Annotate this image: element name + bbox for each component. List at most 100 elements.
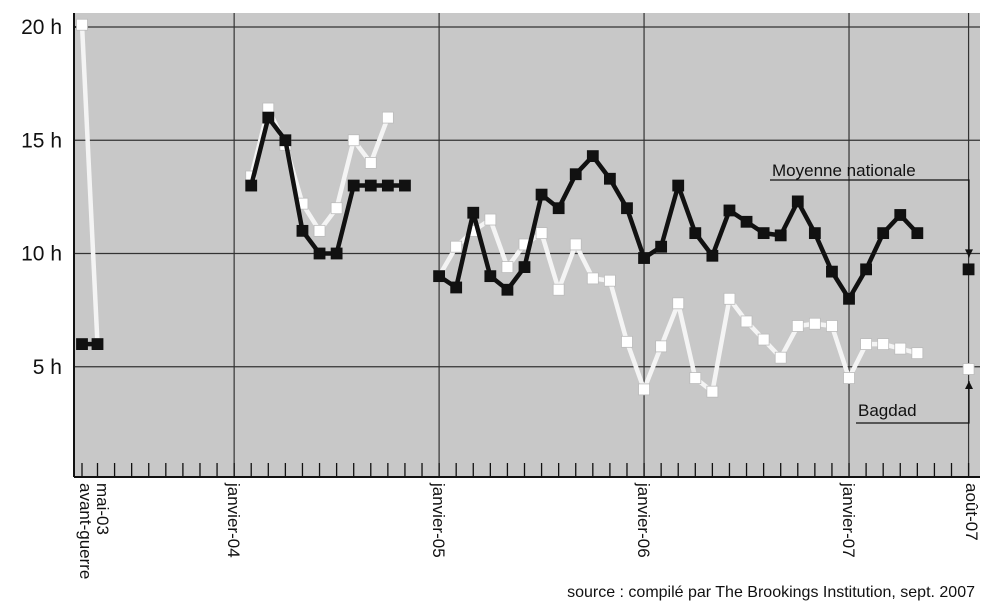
data-point	[313, 247, 326, 260]
source-note: source : compilé par The Brookings Insti…	[567, 584, 975, 601]
data-point	[774, 229, 787, 242]
data-point	[689, 227, 702, 240]
data-point	[655, 340, 668, 353]
data-point	[689, 372, 702, 384]
data-point	[330, 202, 343, 215]
data-point	[877, 227, 890, 240]
data-point	[245, 179, 258, 192]
data-point	[757, 333, 770, 346]
data-point	[433, 270, 446, 283]
data-point	[364, 179, 377, 192]
data-point	[757, 227, 770, 240]
data-point	[621, 335, 633, 348]
y-axis-tick-labels: 20 h 15 h 10 h 5 h	[21, 16, 62, 379]
x-tick-label: janvier-04	[224, 482, 243, 558]
data-point	[552, 283, 565, 296]
data-point	[76, 18, 88, 31]
callout-arrowhead	[965, 249, 973, 258]
data-point	[911, 347, 924, 360]
data-point	[552, 202, 565, 215]
series-line	[249, 115, 405, 256]
data-point	[860, 338, 872, 351]
data-point	[364, 156, 377, 169]
data-point	[723, 204, 736, 217]
data-point	[501, 261, 514, 273]
data-point	[76, 338, 88, 351]
data-point	[586, 150, 599, 163]
axes	[73, 13, 980, 478]
callout-line	[770, 179, 970, 258]
data-point	[569, 168, 582, 181]
data-point	[586, 272, 599, 285]
series-layer	[76, 18, 975, 398]
data-point	[535, 227, 548, 240]
data-point	[501, 283, 514, 296]
x-tick-label: août-07	[962, 483, 981, 541]
series-moyenne-nationale	[76, 111, 975, 351]
y-tick-label: 5 h	[33, 356, 62, 379]
data-point	[484, 270, 497, 283]
data-point-final	[962, 263, 975, 276]
x-tick-label: janvier-07	[839, 482, 858, 558]
data-point	[347, 134, 360, 147]
data-point	[672, 297, 685, 310]
data-point	[843, 292, 855, 305]
data-point	[877, 338, 890, 351]
data-point	[826, 265, 838, 278]
data-point	[740, 315, 753, 328]
data-point	[740, 215, 753, 228]
data-point	[655, 240, 668, 253]
data-point	[484, 213, 497, 226]
data-point	[450, 240, 463, 253]
annotation-moyenne-nationale: Moyenne nationale	[772, 161, 916, 180]
data-point	[467, 206, 480, 219]
callout-line	[856, 381, 970, 424]
data-point	[791, 195, 804, 208]
y-tick-label: 15 h	[21, 129, 62, 152]
data-point	[91, 338, 104, 351]
x-tick-label: mai-03	[93, 483, 112, 535]
data-point	[518, 261, 531, 273]
annotation-bagdad: Bagdad	[858, 401, 917, 420]
data-point	[791, 320, 804, 332]
data-point	[774, 351, 787, 364]
data-point	[330, 247, 343, 260]
data-point	[826, 320, 838, 332]
data-point	[723, 292, 736, 305]
x-tick-label: avant-guerre	[76, 483, 95, 579]
data-point	[860, 263, 872, 276]
data-point	[706, 249, 719, 262]
y-tick-label: 10 h	[21, 243, 62, 266]
series-line	[79, 24, 100, 345]
data-point	[450, 281, 463, 294]
data-point	[894, 209, 907, 221]
data-point	[296, 224, 309, 237]
x-tick-label: janvier-06	[634, 482, 653, 558]
y-tick-label: 20 h	[21, 16, 62, 39]
data-point	[279, 134, 292, 147]
data-point-final	[962, 363, 975, 375]
data-point	[911, 227, 924, 240]
data-point	[894, 342, 907, 355]
data-point	[706, 385, 719, 398]
data-point	[672, 179, 685, 192]
data-point	[621, 202, 633, 215]
data-point	[569, 238, 582, 251]
data-point	[638, 383, 650, 396]
data-point	[399, 179, 411, 192]
data-point	[262, 111, 275, 124]
data-point	[535, 188, 548, 201]
annotations: Moyenne nationale Bagdad	[770, 161, 973, 424]
data-point	[347, 179, 360, 192]
data-point	[638, 252, 650, 264]
data-point	[604, 274, 616, 287]
data-point	[808, 227, 821, 240]
data-point	[313, 224, 326, 237]
callout-arrowhead	[965, 381, 973, 390]
x-tick-label: janvier-05	[429, 482, 448, 558]
data-point	[808, 317, 821, 330]
data-point	[604, 172, 616, 185]
data-point	[843, 372, 855, 384]
